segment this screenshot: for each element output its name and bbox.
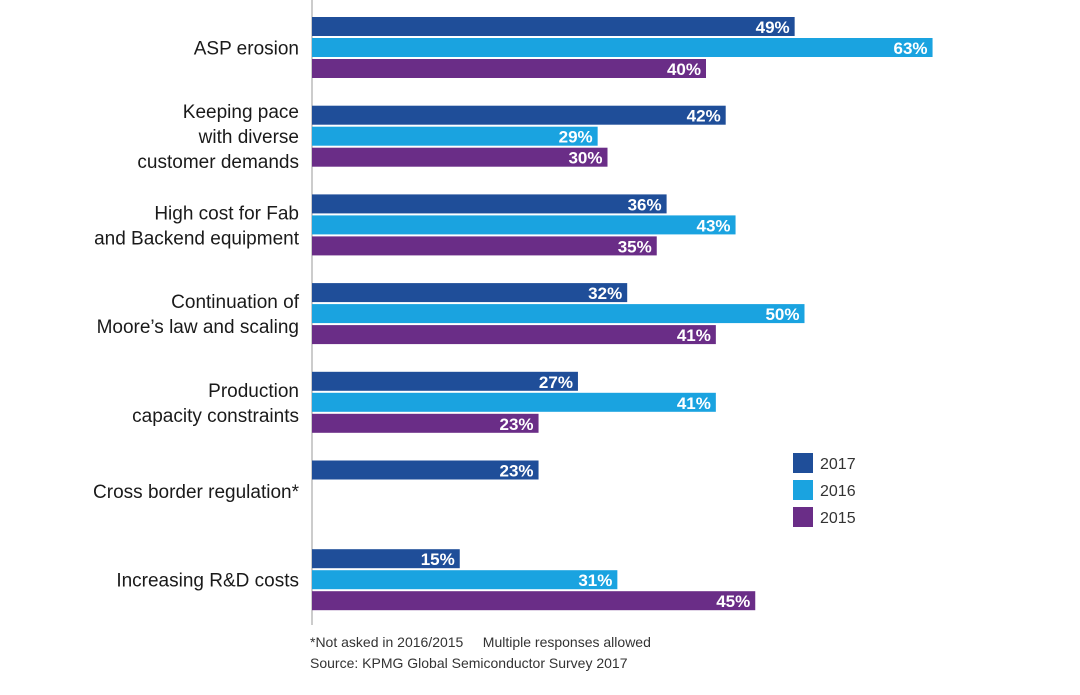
bar-2016 [312, 215, 736, 235]
bar-value-label: 23% [500, 415, 534, 434]
legend-swatch-2016 [793, 480, 813, 500]
bar-2015 [312, 413, 539, 433]
bar-2017 [312, 17, 795, 36]
bar-value-label: 50% [765, 305, 799, 324]
bar-2016 [312, 38, 933, 57]
bar-2015 [312, 59, 706, 78]
bar-value-label: 36% [628, 195, 662, 214]
bar-value-label: 32% [588, 284, 622, 303]
category-label: Cross border regulation* [93, 482, 300, 503]
category-label: Production capacity constraints [132, 381, 299, 427]
bar-value-label: 15% [421, 550, 455, 569]
bar-value-label: 41% [677, 326, 711, 345]
legend-swatch-2017 [793, 453, 813, 473]
footnote-source: Source: KPMG Global Semiconductor Survey… [310, 655, 628, 671]
bar-2016 [312, 570, 618, 590]
bar-value-label: 43% [697, 216, 731, 235]
bar-value-label: 27% [539, 373, 573, 392]
bar-value-label: 35% [618, 237, 652, 256]
bar-2015 [312, 325, 716, 345]
bar-2016 [312, 126, 598, 146]
legend-label: 2016 [820, 483, 856, 500]
bar-2016 [312, 304, 805, 324]
bar-2015 [312, 236, 657, 256]
legend-swatch-2015 [793, 507, 813, 527]
bar-value-label: 41% [677, 394, 711, 413]
bar-value-label: 49% [756, 18, 790, 37]
category-label: High cost for Fab and Backend equipment [94, 203, 300, 249]
bar-2017 [312, 549, 460, 569]
bar-2017 [312, 371, 578, 391]
legend-label: 2015 [820, 510, 856, 527]
bar-2017 [312, 105, 726, 125]
bar-2015 [312, 147, 608, 167]
bar-2016 [312, 392, 716, 412]
category-label: Increasing R&D costs [116, 571, 299, 592]
bar-2017 [312, 460, 539, 480]
bar-value-label: 31% [578, 571, 612, 590]
bar-value-label: 42% [687, 107, 721, 126]
category-label: ASP erosion [194, 39, 299, 60]
category-label: Continuation of Moore’s law and scaling [97, 292, 300, 338]
bar-2017 [312, 194, 667, 214]
bar-value-label: 45% [716, 592, 750, 611]
bar-value-label: 63% [894, 39, 928, 58]
legend-label: 2017 [820, 456, 856, 473]
bar-value-label: 40% [667, 60, 701, 79]
bar-value-label: 29% [559, 128, 593, 147]
bar-value-label: 30% [568, 149, 602, 168]
category-label: Keeping pace with diverse customer demands [137, 102, 299, 173]
footnote-note: *Not asked in 2016/2015 Multiple respons… [310, 634, 651, 650]
bar-2017 [312, 283, 628, 303]
bar-2015 [312, 591, 756, 611]
bar-value-label: 23% [500, 462, 534, 481]
